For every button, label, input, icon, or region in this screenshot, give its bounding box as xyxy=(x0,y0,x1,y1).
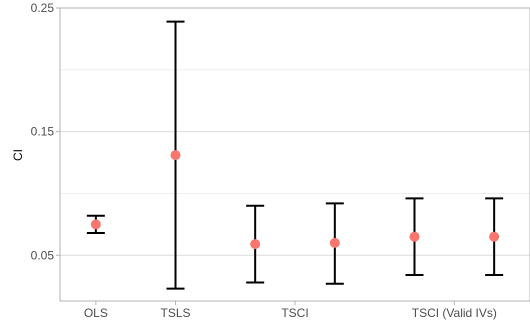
grid xyxy=(60,7,530,256)
tick-labels: 0.05 0.15 0.25 OLS TSLS TSCI TSCI (Valid IVs) xyxy=(31,1,497,320)
x-tick-label: OLS xyxy=(84,306,108,320)
estimate-point xyxy=(90,219,101,230)
x-tick-label: TSCI (Valid IVs) xyxy=(412,306,497,320)
x-tick-label: TSCI xyxy=(281,306,308,320)
estimate-point xyxy=(329,237,340,248)
estimate-point xyxy=(250,239,261,250)
plot-panel xyxy=(59,7,530,302)
y-axis-title: CI xyxy=(11,149,25,161)
y-tick-label: 0.05 xyxy=(31,248,55,262)
y-tick-label: 0.25 xyxy=(31,1,55,15)
estimate-points xyxy=(90,150,500,250)
error-bars xyxy=(86,20,504,290)
estimate-point xyxy=(489,231,500,242)
panel-border xyxy=(59,7,530,302)
x-tick-label: TSLS xyxy=(161,306,191,320)
axis-ticks xyxy=(56,7,455,305)
estimate-point xyxy=(409,231,420,242)
estimate-point xyxy=(170,150,181,161)
y-tick-label: 0.15 xyxy=(31,125,55,139)
